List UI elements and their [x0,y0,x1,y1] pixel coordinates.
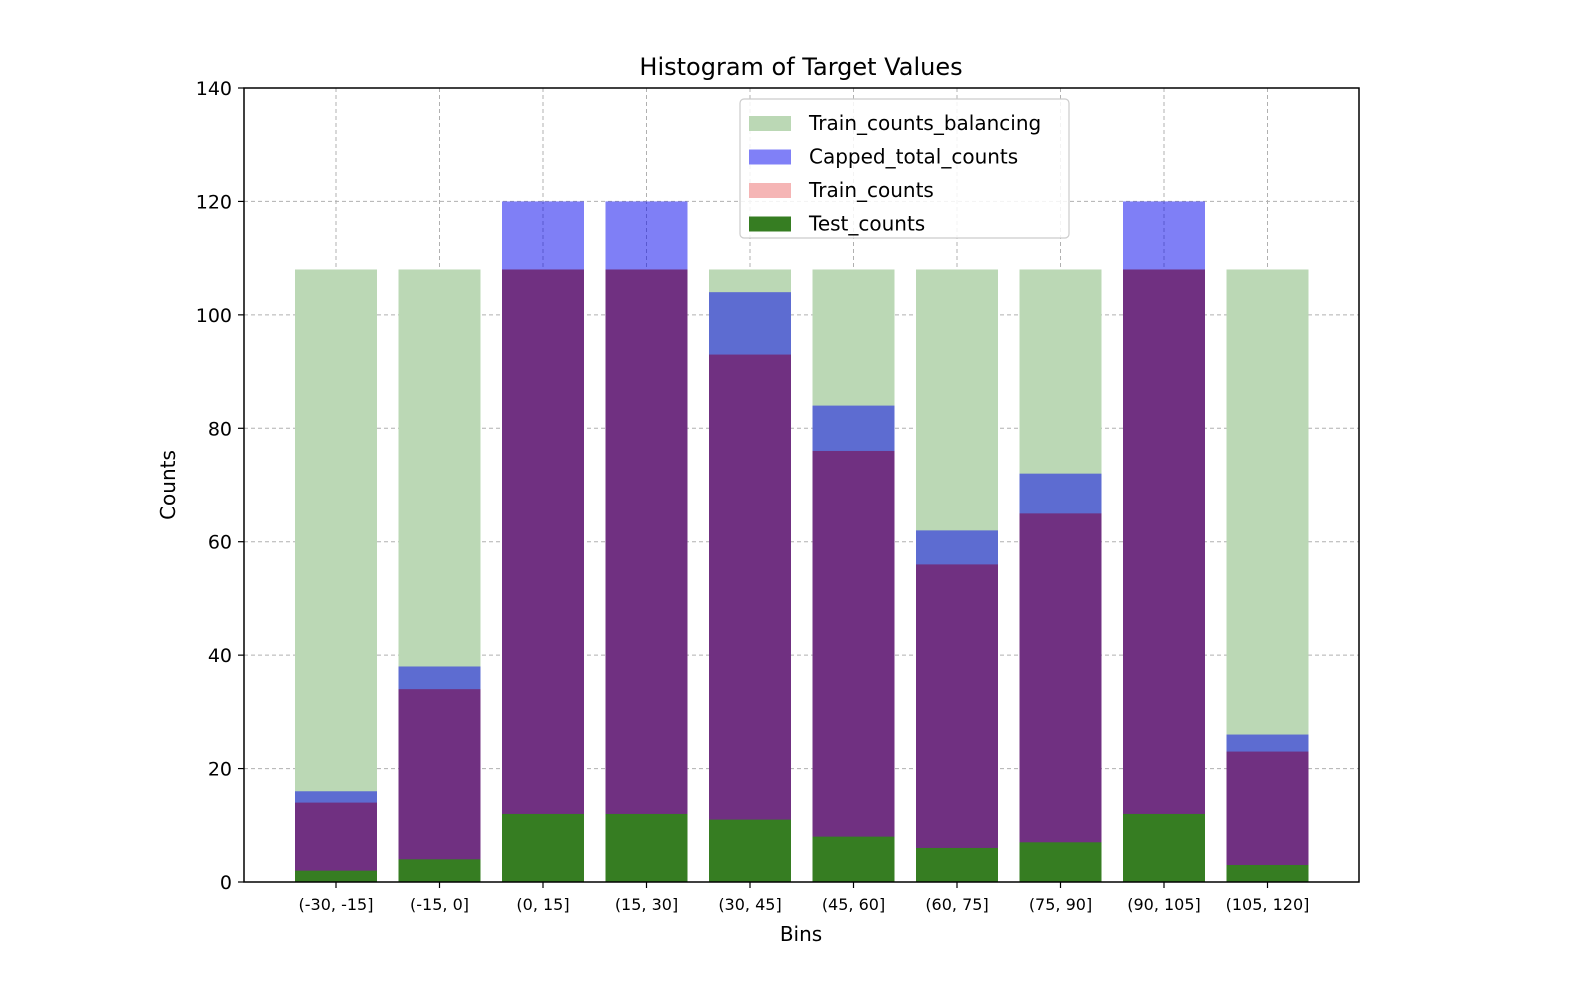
x-tick-label-0: (-30, -15] [299,895,374,914]
bar-test-counts-0 [295,870,377,882]
x-tick-label-5: (45, 60] [822,895,885,914]
bar-test-counts-3 [605,813,688,882]
bars-layer [295,201,1309,883]
bar-test-counts-1 [398,859,481,882]
bar-train-counts-5 [812,450,895,882]
legend-swatch-2 [749,183,791,198]
bar-test-counts-2 [502,813,584,882]
bar-test-counts-4 [709,819,791,882]
legend-label-0: Train_counts_balancing [808,111,1041,135]
x-tick-label-7: (75, 90] [1029,895,1092,914]
bar-test-counts-6 [916,847,998,882]
x-tick-label-1: (-15, 0] [410,895,469,914]
bar-train-counts-0 [295,802,377,882]
bar-test-counts-5 [812,836,895,882]
bar-train-counts-7 [1019,513,1102,882]
bar-test-counts-7 [1019,842,1102,882]
bar-test-counts-9 [1226,864,1309,882]
bar-train-counts-balancing-0 [295,269,377,882]
x-tick-label-8: (90, 105] [1127,895,1201,914]
x-axis: (-30, -15] (-15, 0] (0, 15] (15, 30] (30, 45… [299,882,1310,914]
legend-swatch-3 [749,216,791,232]
x-axis-label: Bins [780,922,822,946]
y-tick-label-3: 60 [208,532,232,554]
legend-swatch-1 [749,149,791,165]
plot-frame [243,87,1360,883]
legend: Train_counts_balancing Capped_total_count… [739,98,1070,239]
x-tick-label-9: (105, 120] [1226,895,1310,914]
y-tick-label-6: 120 [196,191,232,213]
bar-train-counts-8 [1123,269,1205,882]
y-tick-label-4: 80 [208,418,232,440]
y-tick-label-7: 140 [196,78,232,100]
legend-label-2: Train_counts [808,178,934,202]
bar-train-counts-2 [502,269,584,882]
bar-test-counts-8 [1123,813,1205,882]
legend-label-3: Test_counts [808,212,925,236]
x-tick-label-6: (60, 75] [925,895,988,914]
legend-label-1: Capped_total_counts [809,145,1018,169]
bar-train-counts-4 [709,354,791,882]
y-tick-label-0: 0 [220,872,232,894]
bar-train-counts-9 [1226,751,1309,882]
x-tick-label-4: (30, 45] [718,895,781,914]
bar-train-counts-3 [605,269,688,882]
x-tick-label-3: (15, 30] [615,895,678,914]
y-axis: 0 20 40 60 80 100 120 140 [196,78,244,894]
legend-box [739,98,1070,239]
y-tick-label-1: 20 [208,759,232,781]
bar-train-counts-6 [916,564,998,882]
x-tick-label-2: (0, 15] [516,895,569,914]
chart-title: Histogram of Target Values [639,53,962,81]
y-tick-label-2: 40 [208,645,232,667]
y-axis-label: Counts [156,450,180,520]
bar-train-counts-1 [398,689,481,882]
y-tick-label-5: 100 [196,305,232,327]
legend-swatch-0 [749,116,791,131]
